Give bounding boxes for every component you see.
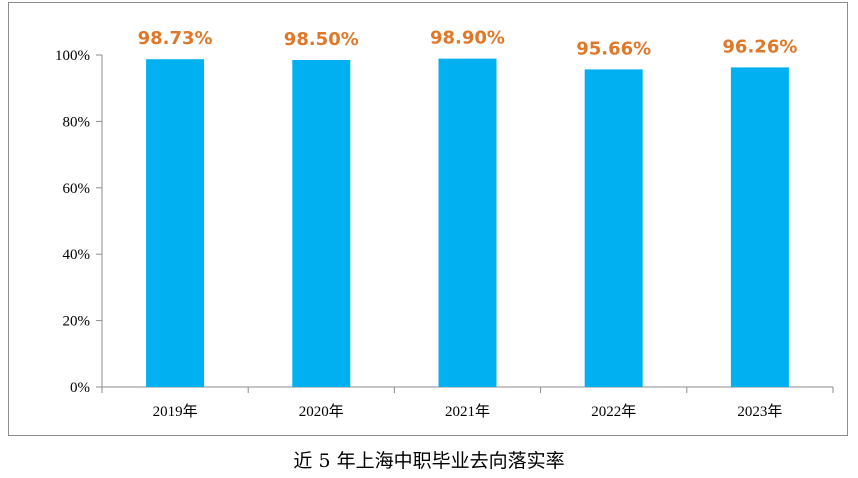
y-tick-label: 40% — [63, 247, 91, 263]
y-tick-label: 80% — [63, 114, 91, 130]
x-tick-label: 2020年 — [299, 403, 344, 420]
bar-chart: 0% 20% 40% 60% 80% 100% 98.73% 2019年 98.50% 2020年… — [55, 28, 834, 420]
x-tick-label: 2023年 — [737, 403, 782, 420]
data-label: 95.66% — [576, 38, 651, 59]
bar — [730, 67, 789, 387]
bar — [438, 58, 497, 387]
y-tick-label: 60% — [63, 181, 91, 197]
data-label: 98.50% — [284, 29, 359, 50]
y-tick-label: 100% — [55, 48, 90, 64]
data-label: 98.90% — [430, 28, 505, 49]
x-tick-label: 2022年 — [591, 403, 636, 420]
y-tick-label: 20% — [63, 314, 91, 330]
chart-caption: 近 5 年上海中职毕业去向落实率 — [293, 450, 565, 472]
bar — [292, 59, 351, 387]
x-tick-label: 2019年 — [153, 403, 198, 420]
y-tick-label: 0% — [70, 380, 90, 396]
bar — [146, 59, 205, 387]
x-tick-label: 2021年 — [445, 403, 490, 420]
data-label: 98.73% — [138, 28, 213, 49]
bar — [584, 69, 643, 387]
data-label: 96.26% — [722, 36, 797, 57]
